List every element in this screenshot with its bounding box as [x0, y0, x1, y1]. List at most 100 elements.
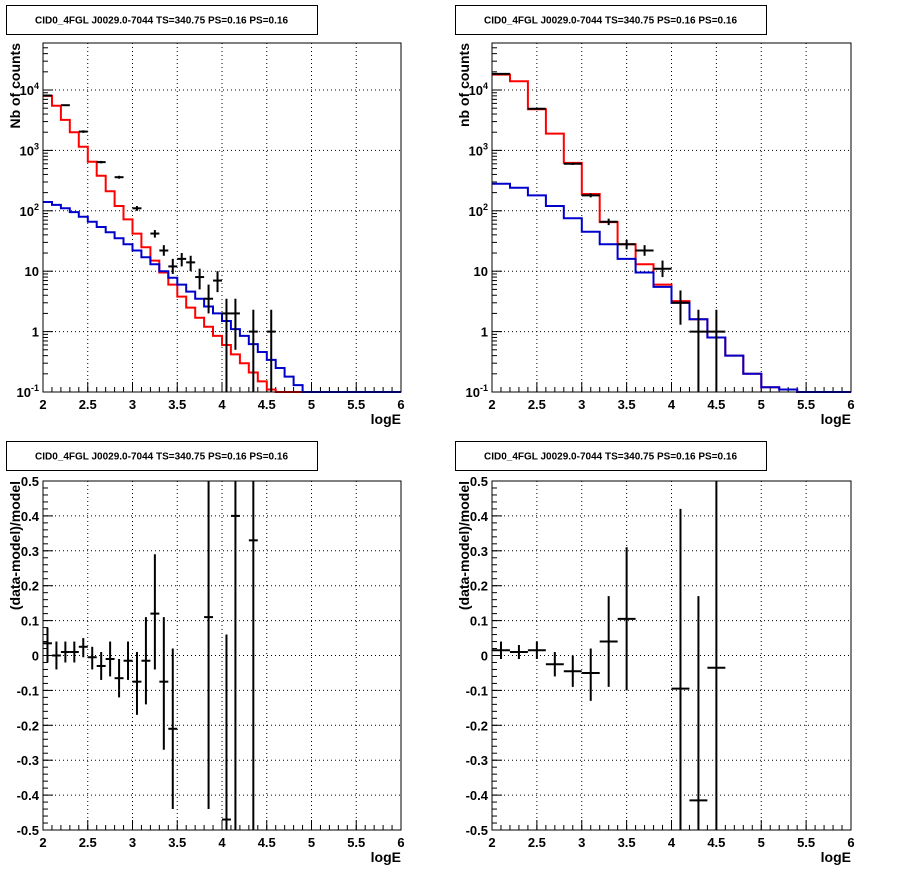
data-point	[707, 309, 726, 392]
data-point	[545, 652, 564, 677]
x-tick-label: 2	[488, 397, 495, 412]
y-tick-label: -0.4	[466, 788, 489, 803]
x-tick-label: 5	[308, 835, 315, 850]
x-tick-label: 3.5	[618, 397, 636, 412]
x-tick-label: 5.5	[347, 835, 365, 850]
data-point	[213, 271, 222, 293]
data-point	[689, 596, 708, 830]
data-point	[222, 634, 231, 830]
data-point	[43, 627, 52, 663]
data-point	[230, 481, 240, 830]
y-tick-label: 102	[469, 202, 488, 219]
y-tick-label: 0.1	[21, 614, 39, 629]
data-point	[132, 652, 142, 715]
plot-frame	[42, 42, 402, 393]
x-tick-label: 3.5	[168, 397, 186, 412]
x-tick-label: 4.5	[707, 397, 725, 412]
data-point	[69, 641, 79, 663]
x-tick-label: 4	[218, 835, 226, 850]
y-tick-label: 0.3	[470, 544, 488, 559]
y-tick-label: -0.4	[17, 788, 40, 803]
x-tick-label: 4.5	[258, 835, 276, 850]
plot-frame	[491, 42, 852, 393]
data-point	[266, 309, 276, 392]
data-point	[105, 641, 115, 677]
data-point	[186, 255, 196, 272]
data-point	[159, 617, 169, 750]
chart-panel-2: CID0_4FGL J0029.0-7044 TS=340.75 PS=0.16…	[455, 5, 855, 427]
y-tick-label: 0.2	[470, 579, 488, 594]
y-tick-label: 102	[20, 202, 39, 219]
data-point	[599, 218, 618, 226]
x-tick-label: 4.5	[707, 835, 725, 850]
y-tick-label: 0.5	[21, 474, 39, 489]
x-tick-label: 3.5	[168, 835, 186, 850]
x-tick-label: 5	[758, 397, 765, 412]
data-point	[168, 258, 178, 274]
data-point	[617, 547, 636, 691]
chart-title: CID0_4FGL J0029.0-7044 TS=340.75 PS=0.16…	[484, 16, 737, 27]
chart-title: CID0_4FGL J0029.0-7044 TS=340.75 PS=0.16…	[35, 452, 288, 463]
model-total-histogram	[492, 73, 851, 393]
data-point	[492, 72, 510, 75]
y-tick-label: -0.2	[466, 718, 488, 733]
chart-panel-1: CID0_4FGL J0029.0-7044 TS=340.75 PS=0.16…	[6, 5, 405, 427]
y-tick-label: 1	[481, 325, 488, 340]
y-tick-label: 0.1	[470, 614, 488, 629]
x-tick-label: 4.5	[258, 397, 276, 412]
x-tick-label: 5.5	[797, 397, 815, 412]
data-point	[653, 260, 672, 278]
y-tick-label: 0	[481, 649, 488, 664]
data-point	[96, 652, 106, 680]
data-point	[563, 655, 582, 687]
data-point	[509, 645, 528, 659]
data-point	[43, 94, 52, 97]
y-tick-label: -0.5	[466, 823, 488, 838]
plot-frame	[42, 480, 402, 831]
x-tick-label: 6	[847, 397, 854, 412]
data-point	[248, 481, 258, 830]
data-point	[581, 648, 600, 701]
y-tick-label: 0.4	[470, 509, 489, 524]
x-tick-label: 5.5	[347, 397, 365, 412]
y-tick-label: 0	[32, 649, 39, 664]
data-point	[60, 104, 70, 107]
y-tick-label: -0.5	[17, 823, 39, 838]
x-tick-label: 2	[488, 835, 495, 850]
chart-title: CID0_4FGL J0029.0-7044 TS=340.75 PS=0.16…	[484, 452, 737, 463]
x-tick-label: 5	[308, 397, 315, 412]
y-tick-label: 0.2	[21, 579, 39, 594]
y-tick-label: 10	[474, 264, 488, 279]
data-point	[617, 239, 636, 250]
data-point	[563, 162, 582, 165]
data-point	[78, 130, 88, 133]
x-axis-label: logE	[821, 849, 851, 865]
y-tick-label: 104	[469, 81, 488, 98]
chart-title: CID0_4FGL J0029.0-7044 TS=340.75 PS=0.16…	[35, 16, 288, 27]
data-point	[248, 309, 258, 392]
x-tick-label: 4	[668, 835, 676, 850]
data-point	[141, 617, 151, 705]
x-tick-label: 2.5	[79, 397, 97, 412]
model-component-histogram	[43, 201, 401, 393]
y-axis-label: nb of counts	[456, 43, 472, 127]
data-point	[707, 481, 726, 830]
y-tick-label: 10-1	[466, 383, 488, 400]
data-point	[635, 245, 654, 256]
data-point	[195, 268, 205, 290]
y-tick-label: -0.3	[17, 753, 39, 768]
title-box	[6, 441, 318, 471]
x-tick-label: 6	[397, 835, 404, 850]
x-axis-label: logE	[371, 849, 401, 865]
data-point	[123, 641, 133, 680]
data-point	[96, 160, 106, 164]
y-tick-label: -0.1	[17, 683, 39, 698]
data-point	[150, 230, 160, 238]
x-tick-label: 5.5	[797, 835, 815, 850]
y-tick-label: 10-1	[17, 383, 39, 400]
y-tick-label: 1	[32, 325, 39, 340]
plot-frame	[491, 480, 852, 831]
y-axis-label: (data-model)/model	[7, 481, 23, 610]
data-point	[581, 193, 600, 198]
